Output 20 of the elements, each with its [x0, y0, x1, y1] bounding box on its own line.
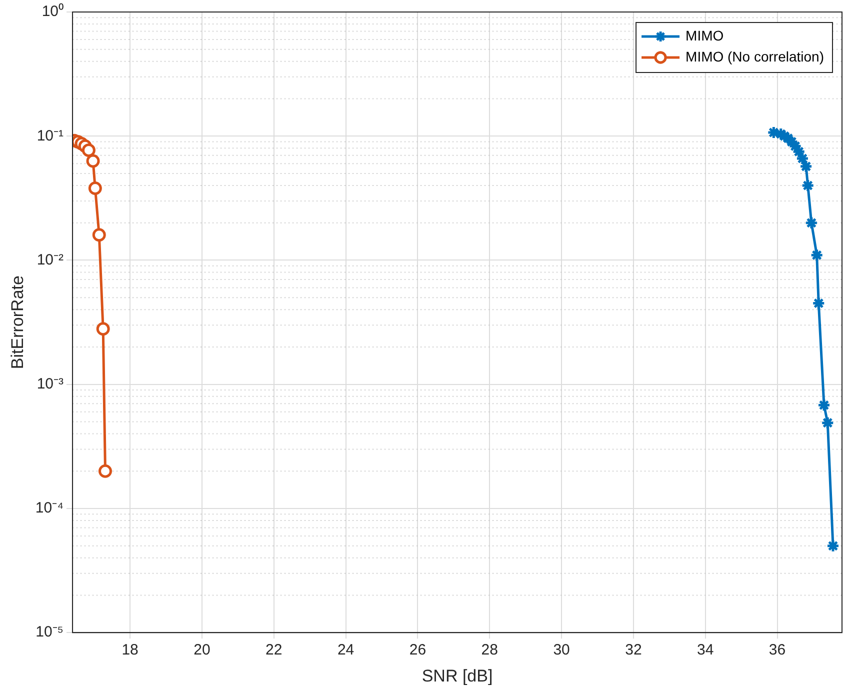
x-axis-title: SNR [dB]	[422, 666, 493, 686]
y-tick-label: 10⁻¹	[36, 127, 64, 144]
y-axis-title: BitErrorRate	[8, 276, 27, 370]
x-tick-label: 28	[481, 642, 498, 659]
x-tick-label: 34	[697, 642, 714, 659]
y-tick-label: 10⁰	[42, 3, 64, 20]
y-tick-label: 10⁻⁵	[36, 624, 64, 641]
x-tick-label: 32	[625, 642, 642, 659]
x-tick-label: 20	[194, 642, 210, 659]
y-tick-label: 10⁻⁴	[35, 500, 64, 517]
x-tick-label: 30	[553, 642, 570, 659]
x-tick-label: 36	[768, 642, 786, 659]
y-tick-label: 10⁻²	[36, 251, 64, 268]
legend-label: MIMO	[686, 27, 724, 44]
x-tick-label: 24	[337, 642, 354, 659]
legend-label: MIMO (No correlation)	[686, 48, 824, 64]
x-tick-label: 18	[122, 642, 138, 659]
x-tick-label: 22	[266, 642, 282, 659]
y-tick-label: 10⁻³	[36, 376, 64, 392]
x-tick-label: 26	[409, 642, 426, 659]
